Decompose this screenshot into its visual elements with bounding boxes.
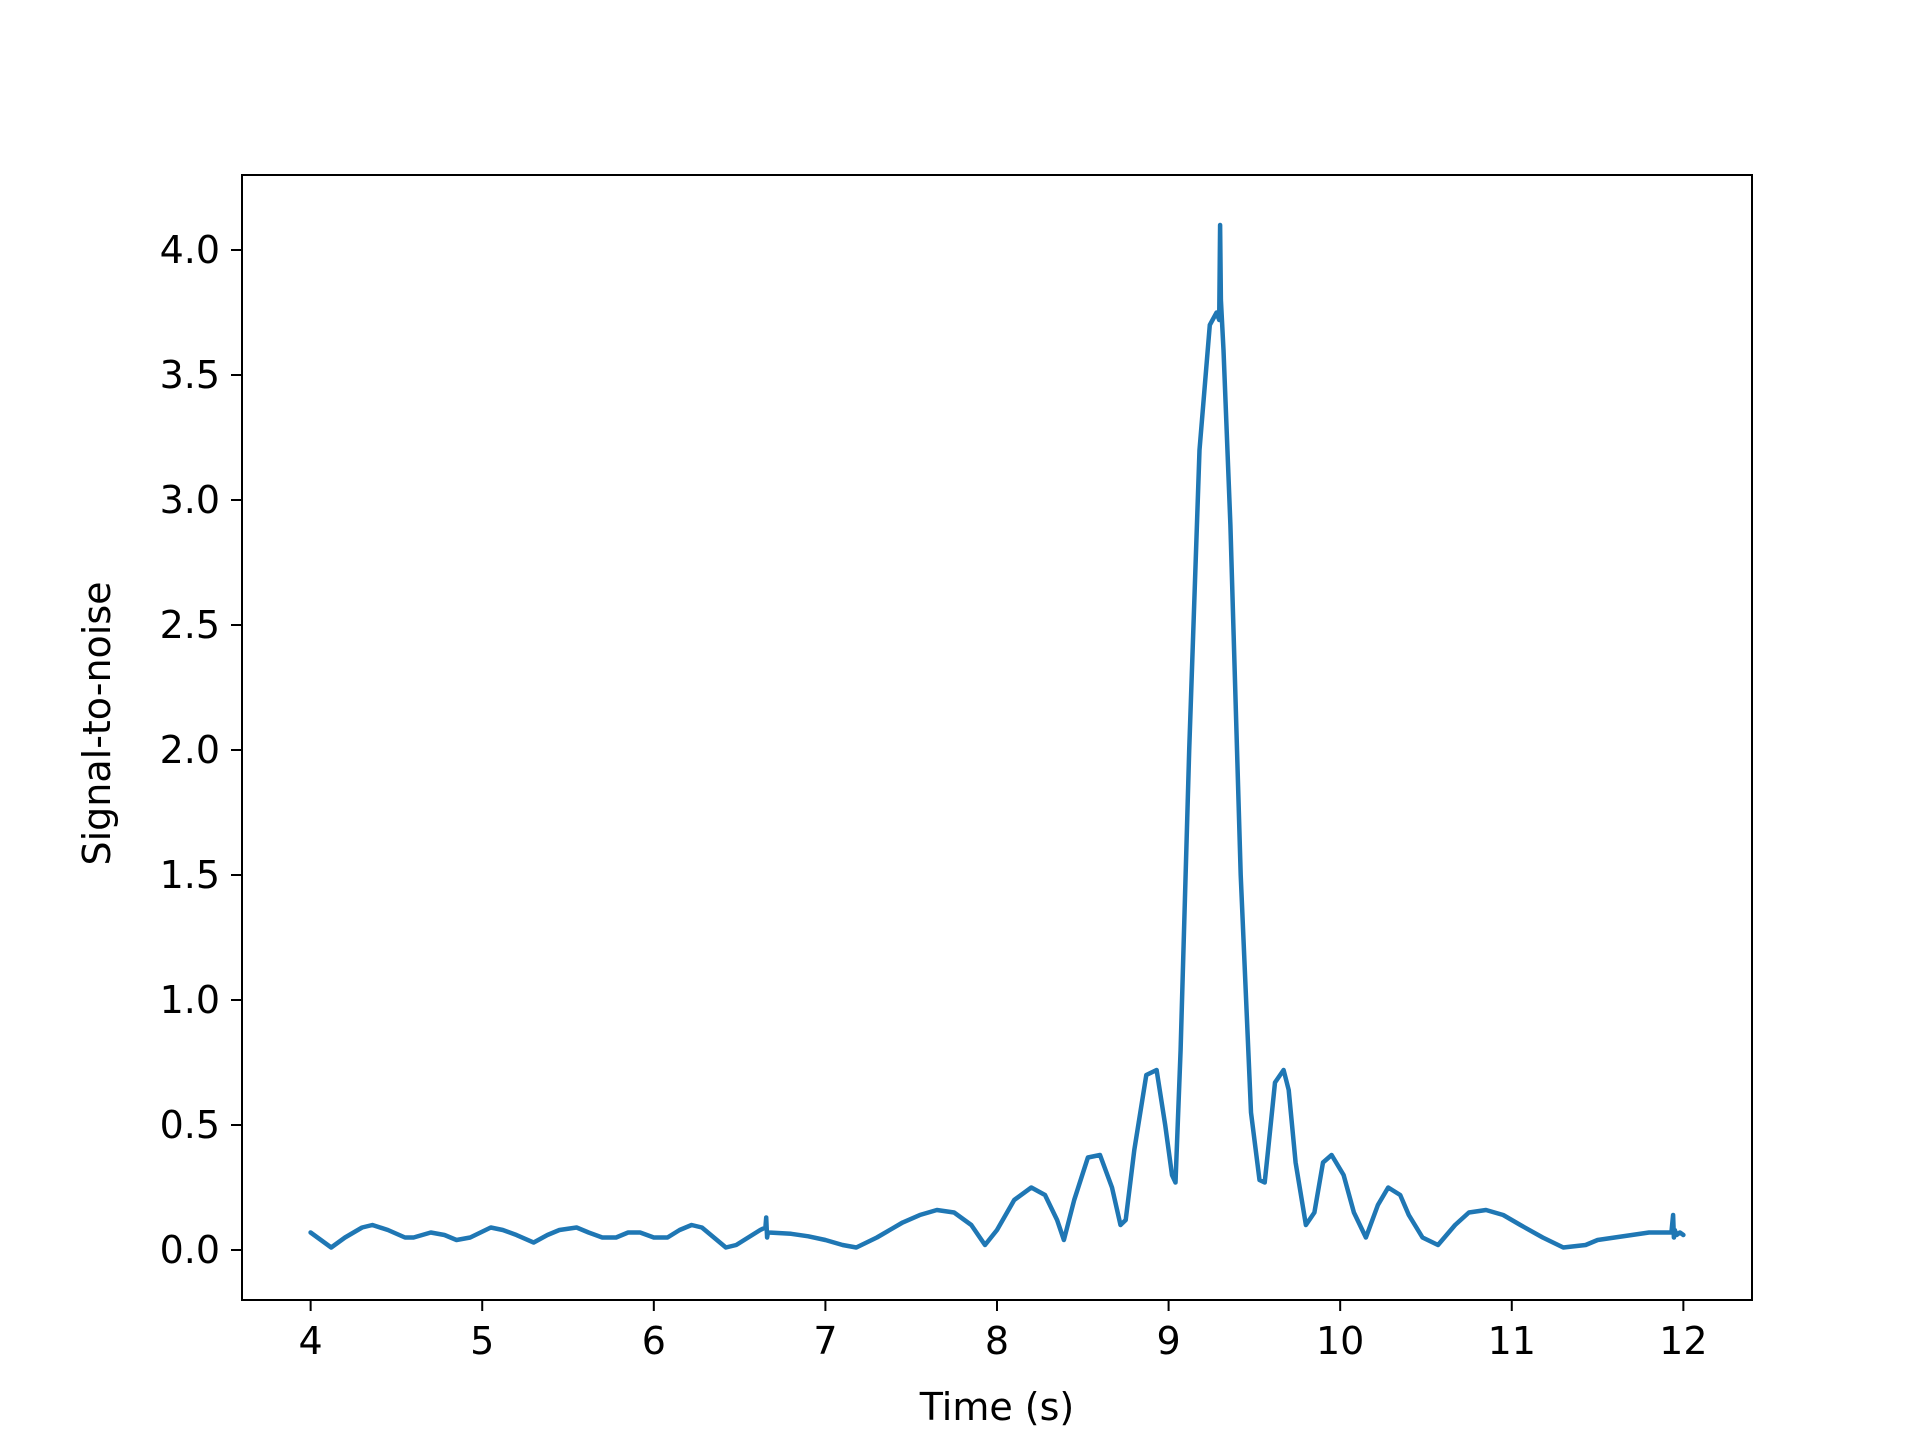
y-tick-label: 1.0 — [160, 978, 220, 1022]
x-axis-label: Time (s) — [919, 1385, 1075, 1429]
y-axis-label: Signal-to-noise — [75, 581, 119, 865]
x-tick-label: 5 — [470, 1319, 494, 1363]
y-tick-label: 0.5 — [160, 1103, 220, 1147]
x-tick-label: 10 — [1316, 1319, 1364, 1363]
series-line — [308, 222, 1686, 1250]
y-tick-label: 4.0 — [160, 228, 220, 272]
y-tick-label: 3.5 — [160, 353, 220, 397]
y-tick-label: 2.0 — [160, 728, 220, 772]
axes-frame — [241, 174, 1753, 1301]
x-tick-label: 8 — [985, 1319, 1009, 1363]
x-tick-label: 12 — [1659, 1319, 1707, 1363]
x-tick-label: 7 — [813, 1319, 837, 1363]
plot-area — [308, 222, 1686, 1250]
x-tick-label: 11 — [1488, 1319, 1536, 1363]
y-tick-label: 3.0 — [160, 478, 220, 522]
x-tick-label: 6 — [642, 1319, 666, 1363]
y-tick-label: 1.5 — [160, 853, 220, 897]
y-tick-label: 0.0 — [160, 1228, 220, 1272]
x-tick-label: 9 — [1156, 1319, 1180, 1363]
y-axis: 0.0 0.5 1.0 1.5 2.0 2.5 3.0 3.5 4.0 — [160, 228, 242, 1272]
x-tick-label: 4 — [299, 1319, 323, 1363]
x-axis: 4 5 6 7 8 9 10 11 12 — [299, 1300, 1708, 1363]
y-tick-label: 2.5 — [160, 603, 220, 647]
